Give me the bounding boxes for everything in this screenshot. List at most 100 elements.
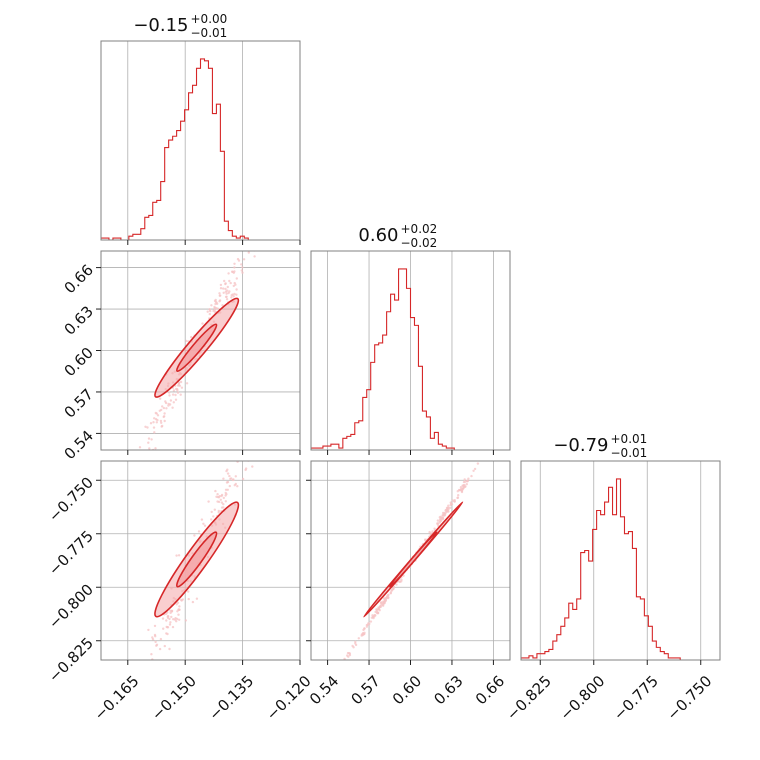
sample-point (228, 474, 231, 478)
sample-point (222, 503, 225, 506)
sample-point (233, 262, 236, 265)
sample-point (442, 514, 446, 517)
sample-point (226, 472, 230, 475)
sample-point (473, 467, 477, 471)
sample-point (156, 418, 159, 422)
x-tick-label: −0.150 (148, 672, 200, 724)
sample-point (447, 506, 450, 509)
sample-point (129, 713, 131, 715)
sample-point (336, 670, 338, 672)
sample-point (197, 530, 201, 533)
sample-point (234, 458, 236, 460)
sample-point (169, 611, 172, 615)
sample-point (187, 590, 190, 593)
sample-point (234, 283, 237, 286)
sample-point (156, 414, 160, 417)
sample-point (218, 299, 222, 302)
x-tick-label: −0.165 (91, 672, 143, 724)
sample-point (174, 617, 177, 620)
hist-panel-2 (520, 460, 721, 665)
sample-point (224, 488, 228, 491)
sample-point (168, 391, 171, 394)
axes-frame (520, 460, 721, 661)
sample-point (232, 271, 235, 274)
sample-point (138, 670, 140, 672)
sample-point (163, 412, 166, 415)
sample-point (218, 292, 221, 295)
sample-point (177, 613, 180, 616)
x-tick-label: −0.775 (610, 672, 662, 724)
sample-point (201, 322, 204, 325)
panel-title-1: 0.60 +0.02−0.02 (358, 222, 437, 250)
sample-point (163, 419, 166, 423)
sample-point (172, 401, 175, 404)
panel-content (101, 41, 300, 240)
sample-point (171, 625, 175, 629)
sample-point (444, 509, 447, 512)
histogram-step (521, 478, 720, 660)
x-tick-label: −0.135 (205, 672, 257, 724)
sample-point (154, 635, 157, 638)
sample-point (429, 532, 433, 535)
title-value: 0.60 (358, 225, 398, 246)
sample-point (146, 673, 148, 675)
sample-point (240, 269, 243, 272)
y-tick-label: 0.60 (61, 344, 97, 380)
sample-point (441, 511, 445, 515)
sample-point (230, 296, 233, 299)
y-tick-label: −0.825 (45, 634, 97, 686)
sample-point (400, 578, 403, 582)
title-plus: +0.00 (191, 12, 228, 26)
sample-point (447, 504, 450, 507)
sample-point (395, 583, 398, 586)
sample-point (171, 393, 175, 396)
sample-point (152, 426, 156, 429)
sample-point (348, 653, 352, 657)
x-tick-label: −0.120 (263, 672, 315, 724)
sample-point (190, 335, 193, 339)
sample-point (142, 454, 144, 456)
sample-point (241, 271, 244, 274)
sample-point (214, 298, 217, 302)
sample-point (216, 495, 220, 499)
sample-point (216, 307, 219, 310)
sample-point (150, 438, 153, 441)
histogram-step (311, 268, 510, 450)
x-tick-label: −0.750 (664, 672, 716, 724)
scatter-panel-2-1 (306, 460, 511, 674)
sample-point (229, 281, 232, 285)
sample-point (222, 291, 225, 294)
sample-point (348, 652, 351, 655)
sample-point (272, 401, 274, 403)
sample-point (222, 287, 225, 290)
x-tick-label: 0.66 (472, 672, 508, 708)
sample-point (237, 242, 239, 244)
sample-point (168, 647, 171, 651)
sample-point (460, 487, 463, 491)
sample-point (168, 394, 171, 397)
sample-point (178, 618, 181, 621)
y-ticklabels-2: −0.825−0.800−0.775−0.750 (45, 474, 97, 686)
sample-point (169, 621, 172, 624)
sample-point (180, 386, 184, 389)
sample-point (381, 603, 384, 607)
sample-point (220, 494, 223, 498)
sample-point (147, 437, 151, 440)
sample-point (202, 522, 205, 525)
panel-content (101, 242, 300, 456)
sample-point (457, 494, 460, 497)
sample-point (191, 600, 195, 604)
sample-point (210, 510, 213, 514)
sample-point (220, 506, 224, 509)
panel-content (101, 401, 300, 715)
sample-point (155, 421, 158, 424)
x-tick-label: −0.800 (557, 672, 609, 724)
sample-point (464, 485, 467, 488)
title-plus: +0.01 (611, 432, 648, 446)
sample-point (249, 423, 251, 425)
sample-point (366, 623, 370, 626)
sample-point (160, 421, 163, 424)
sample-point (449, 503, 452, 507)
sample-point (333, 672, 335, 674)
sample-point (219, 287, 223, 290)
